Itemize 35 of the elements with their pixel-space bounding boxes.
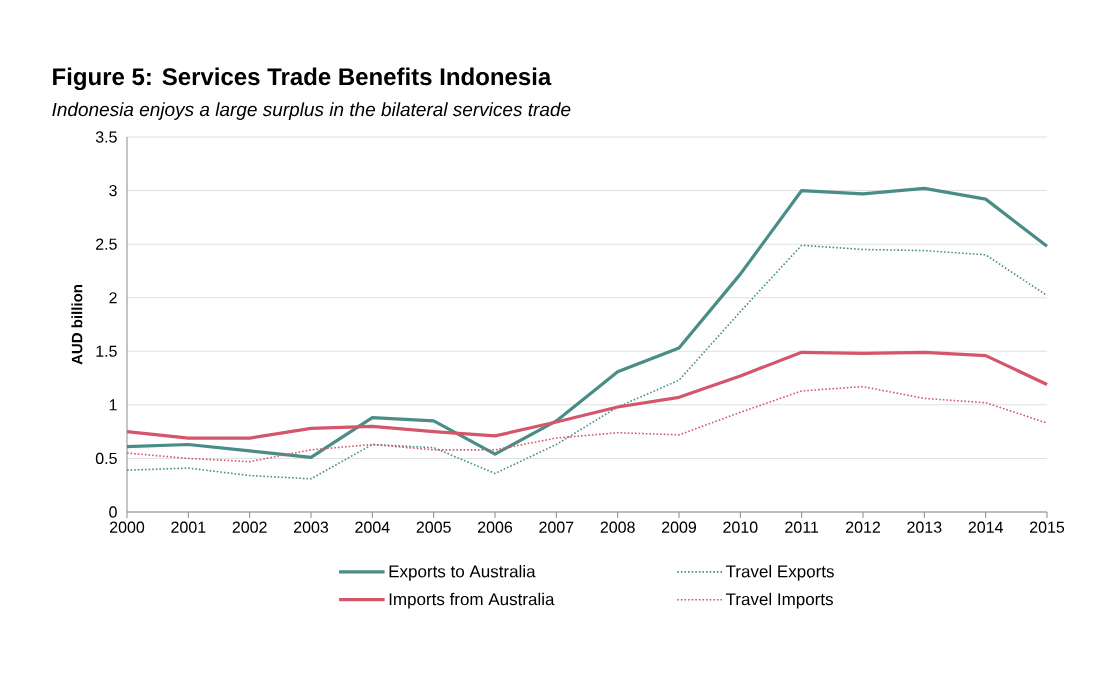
- x-tick-label: 2006: [478, 521, 513, 533]
- line-series: [126, 244, 1048, 480]
- legend-label: Imports from Australia: [389, 592, 555, 609]
- line-series: [126, 385, 1048, 463]
- x-tick-label: 2013: [907, 521, 942, 533]
- x-tick-label: 2002: [232, 521, 267, 533]
- x-tick-label: 2004: [355, 521, 390, 533]
- x-tick-label: 2008: [600, 521, 635, 533]
- x-tick-label: 2009: [662, 521, 697, 533]
- x-tick-label: 2001: [171, 521, 206, 533]
- x-tick-label: 2010: [723, 521, 758, 533]
- x-tick-label: 2014: [968, 521, 1003, 533]
- y-tick-label: 2: [109, 292, 117, 304]
- chart-title: Figure 5: Services Trade Benefits Indonesia: [53, 67, 552, 91]
- legend-label: Exports to Australia: [389, 564, 536, 581]
- y-tick-label: 2.5: [96, 238, 117, 250]
- line-series: [125, 186, 1049, 459]
- x-tick-label: 2005: [416, 521, 451, 533]
- x-tick-label: 2012: [846, 521, 880, 533]
- y-tick-label: 1.5: [96, 345, 117, 357]
- legend-label: Travel Imports: [725, 592, 833, 609]
- legend-label: Travel Exports: [725, 564, 834, 581]
- y-tick-label: 0: [109, 506, 117, 518]
- chart-subtitle: Indonesia enjoys a large surplus in the bilateral services trade: [52, 102, 571, 120]
- x-tick-label: 2007: [539, 521, 574, 533]
- y-tick-label: 3.5: [95, 131, 117, 143]
- x-tick-label: 2000: [110, 521, 145, 533]
- x-tick-label: 2003: [294, 521, 329, 533]
- line-series: [125, 350, 1049, 440]
- x-tick-label: 2015: [1030, 521, 1065, 533]
- y-tick-label: 3: [109, 184, 117, 197]
- y-tick-label: 0.5: [95, 452, 117, 465]
- y-axis-title: AUD billion: [71, 285, 83, 365]
- x-tick-label: 2011: [785, 521, 819, 533]
- y-tick-label: 1: [109, 399, 117, 411]
